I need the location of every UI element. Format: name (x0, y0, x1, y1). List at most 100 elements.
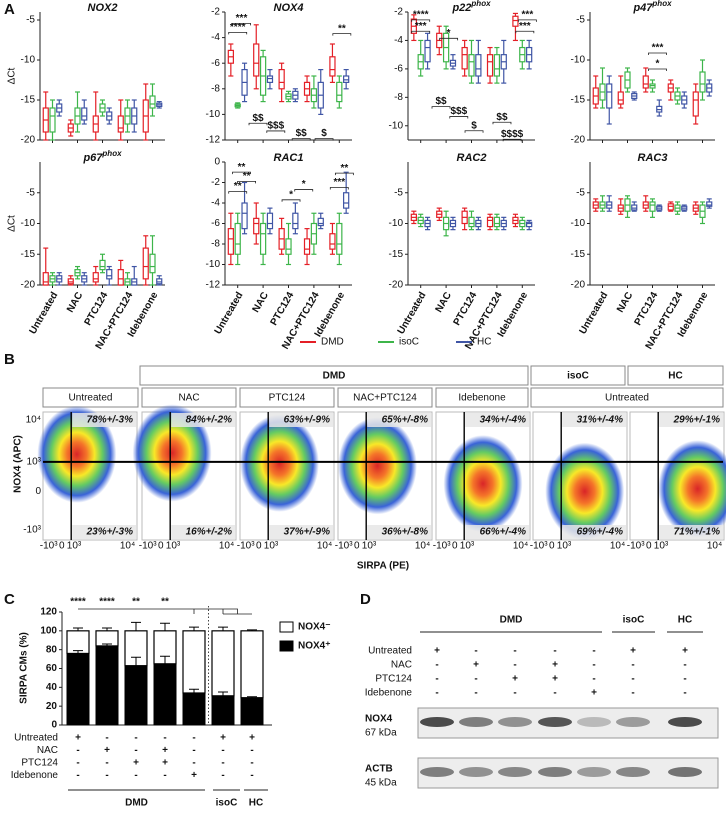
gate-percent: 16%+/-2% (186, 527, 233, 538)
y-tick-label: -4 (211, 198, 220, 209)
sign: - (513, 646, 516, 657)
bar-segment (211, 630, 235, 697)
panel-title: p67phox (82, 149, 122, 164)
significance: * (656, 59, 660, 70)
legend-label: NOX4⁺ (298, 641, 331, 652)
box (117, 115, 124, 133)
sign: - (553, 688, 556, 699)
bar-segment (95, 645, 119, 726)
sign: - (683, 674, 686, 685)
y-tick-label: -12 (206, 135, 221, 146)
significance-bracket (492, 121, 512, 125)
sign: + (191, 770, 197, 781)
significance: *** (519, 21, 531, 32)
y-tick-label: -10 (21, 218, 36, 229)
band (668, 767, 702, 777)
bar-segment (240, 697, 264, 726)
y-tick-label: 60 (46, 663, 58, 674)
sign: - (592, 660, 595, 671)
box (343, 192, 350, 209)
sign: + (75, 733, 81, 744)
x-tick-label: NAC (434, 290, 454, 314)
sign: - (631, 688, 634, 699)
panel-title: NOX2 (88, 2, 118, 14)
significance: * (447, 28, 451, 39)
gate-percent: 69%+/-4% (577, 527, 624, 538)
row-label: NAC (391, 660, 412, 671)
legend-label: HC (477, 337, 491, 348)
box (266, 75, 274, 84)
gate-label-bg (367, 525, 431, 539)
flow-plot: 78%+/-3%23%+/-3%-10³ 0 10³ 10⁴ (37, 405, 138, 552)
sign: - (192, 733, 195, 744)
panel-title-sup: phox (101, 149, 122, 158)
band (668, 717, 702, 727)
condition-label: NAC (178, 393, 199, 404)
panel-title-text: p67 (82, 152, 103, 164)
row-label: Untreated (368, 646, 412, 657)
box (631, 204, 638, 211)
significance: ** (238, 162, 246, 173)
y-tick-label: -15 (21, 95, 36, 106)
box (461, 46, 468, 70)
y-axis-label: SIRPA CMs (%) (19, 632, 30, 704)
box (241, 202, 248, 230)
y-tick-label: -15 (571, 95, 586, 106)
significance: $$ (435, 96, 447, 107)
x-tick-label: PTC124 (633, 290, 661, 328)
error-bar (218, 691, 228, 696)
sign: - (76, 758, 79, 769)
x-tick-label: 10⁴ (610, 541, 625, 552)
panel-title: RAC2 (457, 152, 487, 164)
x-tick-label: 10³ (557, 541, 572, 552)
band (538, 767, 572, 777)
sign: - (105, 733, 108, 744)
box (266, 212, 274, 230)
box (81, 107, 88, 121)
sign: - (192, 758, 195, 769)
gate-percent: 29%+/-1% (673, 415, 721, 426)
band (420, 717, 454, 727)
significance-bracket (291, 138, 311, 141)
box (329, 56, 336, 77)
legend-label: NOX4⁻ (298, 622, 331, 633)
box (706, 201, 713, 207)
flow-plot: 65%+/-8% 36%+/-8% -10³ 0 10³ 10⁴ (335, 411, 433, 552)
box (234, 222, 241, 255)
x-tick-label: 10³ (362, 541, 377, 552)
x-tick-label: -10³ (40, 541, 58, 552)
row-label: PTC124 (375, 674, 412, 685)
y-tick-label: -5 (576, 15, 585, 26)
x-tick-label: Untreated (213, 290, 246, 336)
significance: ** (338, 23, 346, 34)
condition-label: NAC+PTC124 (353, 393, 417, 404)
x-tick-label: PTC124 (269, 290, 297, 328)
header-label: isoC (567, 371, 589, 382)
significance: *** (333, 177, 345, 188)
y-tick-label: -15 (21, 249, 36, 260)
box (617, 91, 624, 105)
error-bar (160, 655, 170, 664)
x-tick-label: 10³ (166, 541, 181, 552)
x-tick-label: 10⁴ (317, 541, 332, 552)
error-bar (102, 627, 112, 631)
significance: ** (161, 597, 169, 608)
box (156, 278, 163, 285)
header-cell (141, 387, 237, 408)
x-tick-label: -10³ (335, 541, 353, 552)
box (468, 216, 475, 228)
significance: **** (70, 597, 86, 608)
header-cell (239, 387, 335, 408)
band (459, 717, 493, 727)
y-tick-label: -5 (26, 187, 35, 198)
gate-label-bg (562, 525, 626, 539)
error-bar (247, 629, 257, 631)
x-tick-label: 10⁴ (415, 541, 430, 552)
gate-label-bg (72, 525, 136, 539)
sign: - (250, 770, 253, 781)
x-tick-label: 0 (256, 541, 262, 552)
condition-label: Untreated (69, 393, 113, 404)
box (667, 203, 674, 211)
band (538, 717, 572, 727)
gate-percent: 66%+/-4% (480, 527, 527, 538)
